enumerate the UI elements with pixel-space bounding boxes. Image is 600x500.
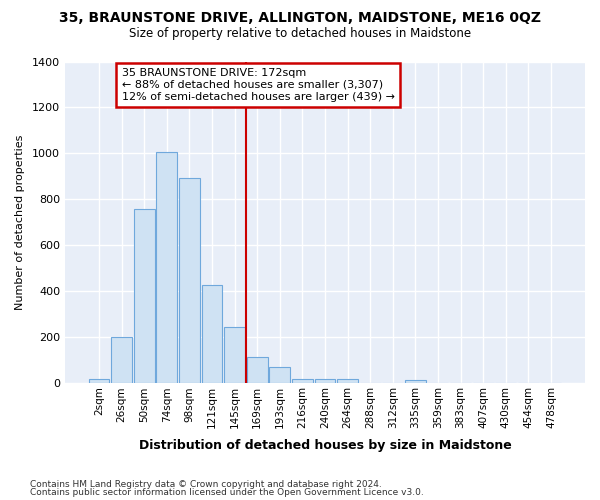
Bar bbox=[337, 379, 358, 384]
Bar bbox=[405, 380, 426, 384]
Bar bbox=[157, 152, 177, 384]
Bar bbox=[134, 208, 155, 384]
Bar bbox=[202, 284, 223, 384]
Text: 35 BRAUNSTONE DRIVE: 172sqm
← 88% of detached houses are smaller (3,307)
12% of : 35 BRAUNSTONE DRIVE: 172sqm ← 88% of det… bbox=[122, 68, 395, 102]
Bar bbox=[89, 379, 109, 384]
Text: Contains HM Land Registry data © Crown copyright and database right 2024.: Contains HM Land Registry data © Crown c… bbox=[30, 480, 382, 489]
Bar bbox=[111, 338, 132, 384]
Y-axis label: Number of detached properties: Number of detached properties bbox=[15, 135, 25, 310]
Text: 35, BRAUNSTONE DRIVE, ALLINGTON, MAIDSTONE, ME16 0QZ: 35, BRAUNSTONE DRIVE, ALLINGTON, MAIDSTO… bbox=[59, 11, 541, 25]
Text: Size of property relative to detached houses in Maidstone: Size of property relative to detached ho… bbox=[129, 28, 471, 40]
Bar bbox=[269, 368, 290, 384]
Bar bbox=[224, 327, 245, 384]
Bar bbox=[292, 379, 313, 384]
Text: Contains public sector information licensed under the Open Government Licence v3: Contains public sector information licen… bbox=[30, 488, 424, 497]
Bar bbox=[314, 379, 335, 384]
X-axis label: Distribution of detached houses by size in Maidstone: Distribution of detached houses by size … bbox=[139, 440, 511, 452]
Bar bbox=[179, 178, 200, 384]
Bar bbox=[247, 357, 268, 384]
